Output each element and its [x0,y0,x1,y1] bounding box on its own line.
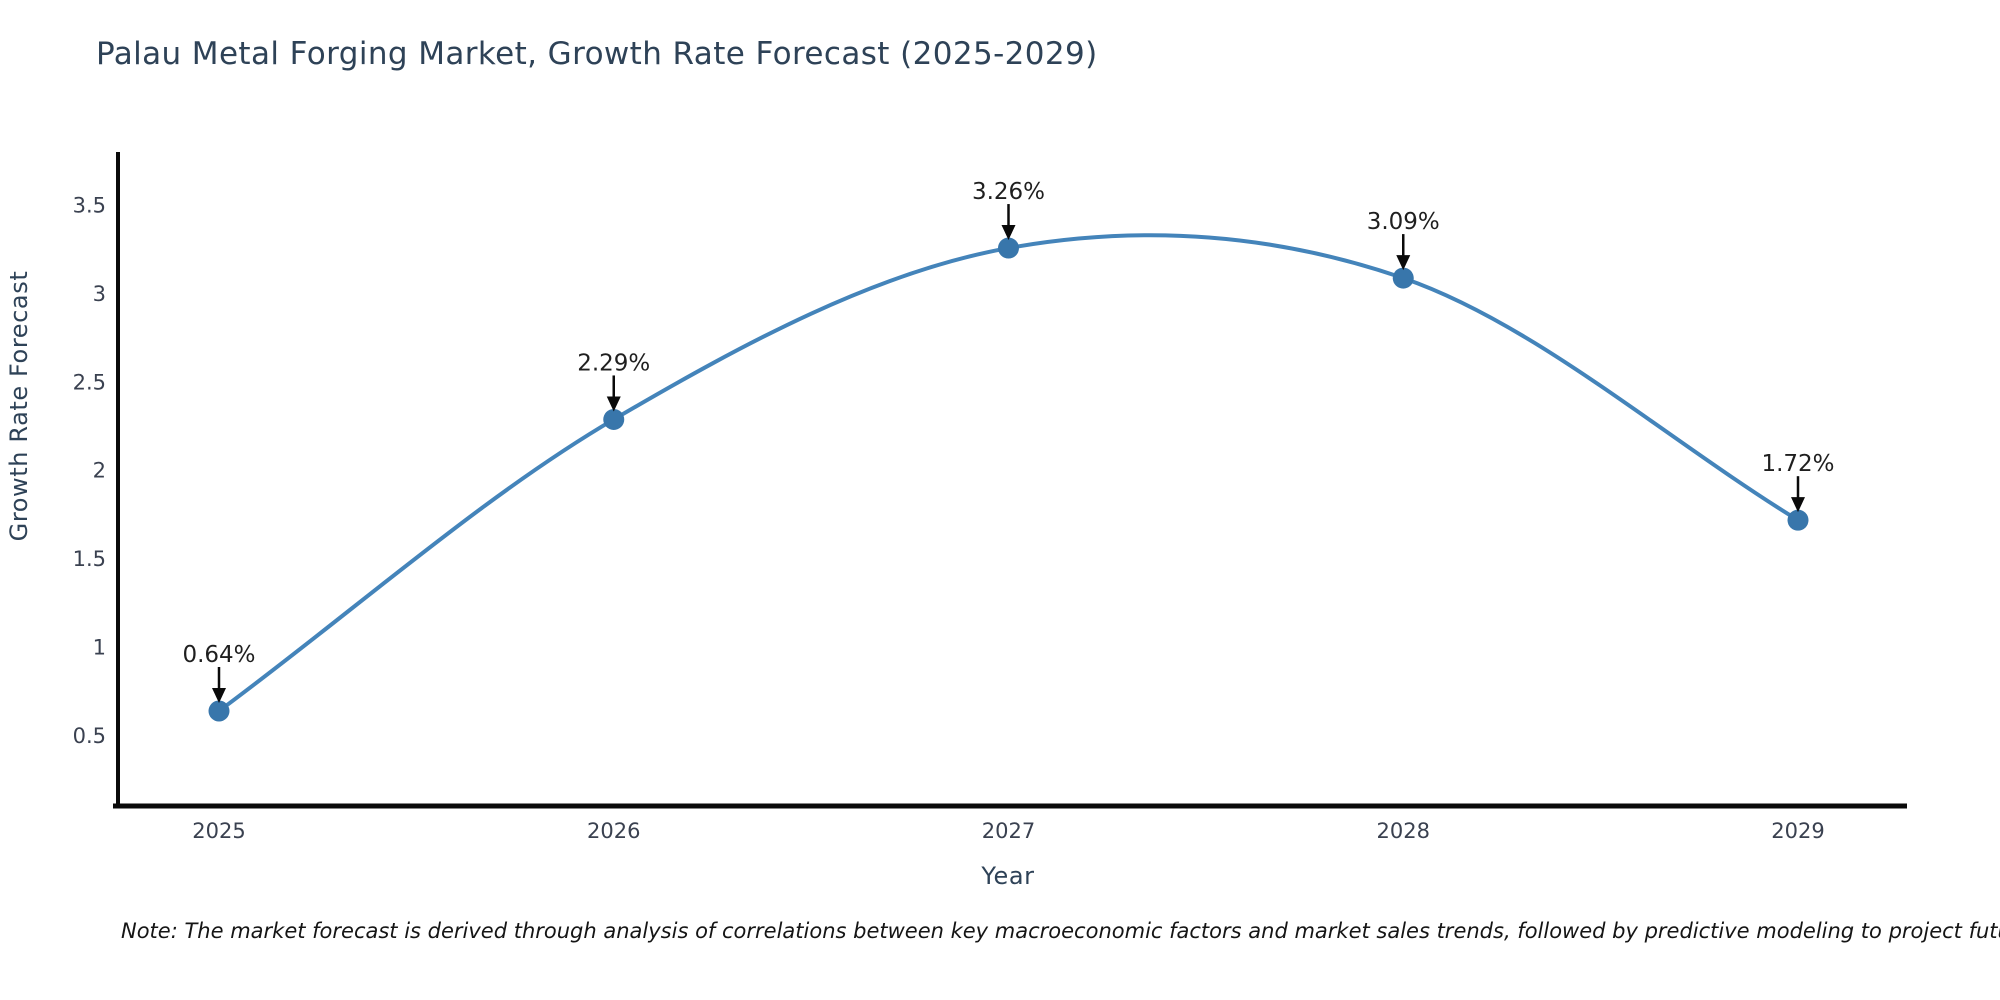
data-point-marker [1787,509,1809,531]
x-tick-label: 2028 [1377,819,1430,843]
y-tick-label: 1 [93,635,106,659]
data-point-label: 3.09% [1367,209,1440,235]
x-axis-title: Year [980,862,1034,890]
y-tick-label: 1.5 [73,547,106,571]
x-tick-label: 2027 [982,819,1035,843]
chart-title: Palau Metal Forging Market, Growth Rate … [96,36,1098,72]
data-point-label: 0.64% [182,642,255,668]
data-point-marker [208,700,230,722]
data-point-label: 3.26% [972,179,1045,205]
y-axis-title: Growth Rate Forecast [5,271,33,542]
annotation-arrowhead-icon [1791,497,1805,513]
data-point-label: 1.72% [1761,451,1834,477]
x-tick-label: 2025 [192,819,245,843]
data-point-label: 2.29% [577,350,650,376]
annotation-arrowhead-icon [1396,255,1411,271]
annotation-arrowhead-icon [212,688,226,704]
y-tick-label: 2 [93,459,106,483]
trend-line [217,233,1800,714]
x-tick-label: 2029 [1771,819,1824,843]
footnote: Note: The market forecast is derived thr… [121,919,2000,943]
annotation-arrowhead-icon [1001,225,1016,241]
y-tick-label: 2.5 [73,370,106,394]
x-tick-label: 2026 [587,819,640,843]
data-point-marker [1392,267,1414,289]
y-tick-label: 3 [93,282,106,306]
y-tick-label: 3.5 [73,194,106,218]
data-point-marker [603,408,625,430]
y-tick-label: 0.5 [73,724,106,748]
annotation-arrowhead-icon [606,396,621,412]
data-point-marker [998,237,1019,259]
